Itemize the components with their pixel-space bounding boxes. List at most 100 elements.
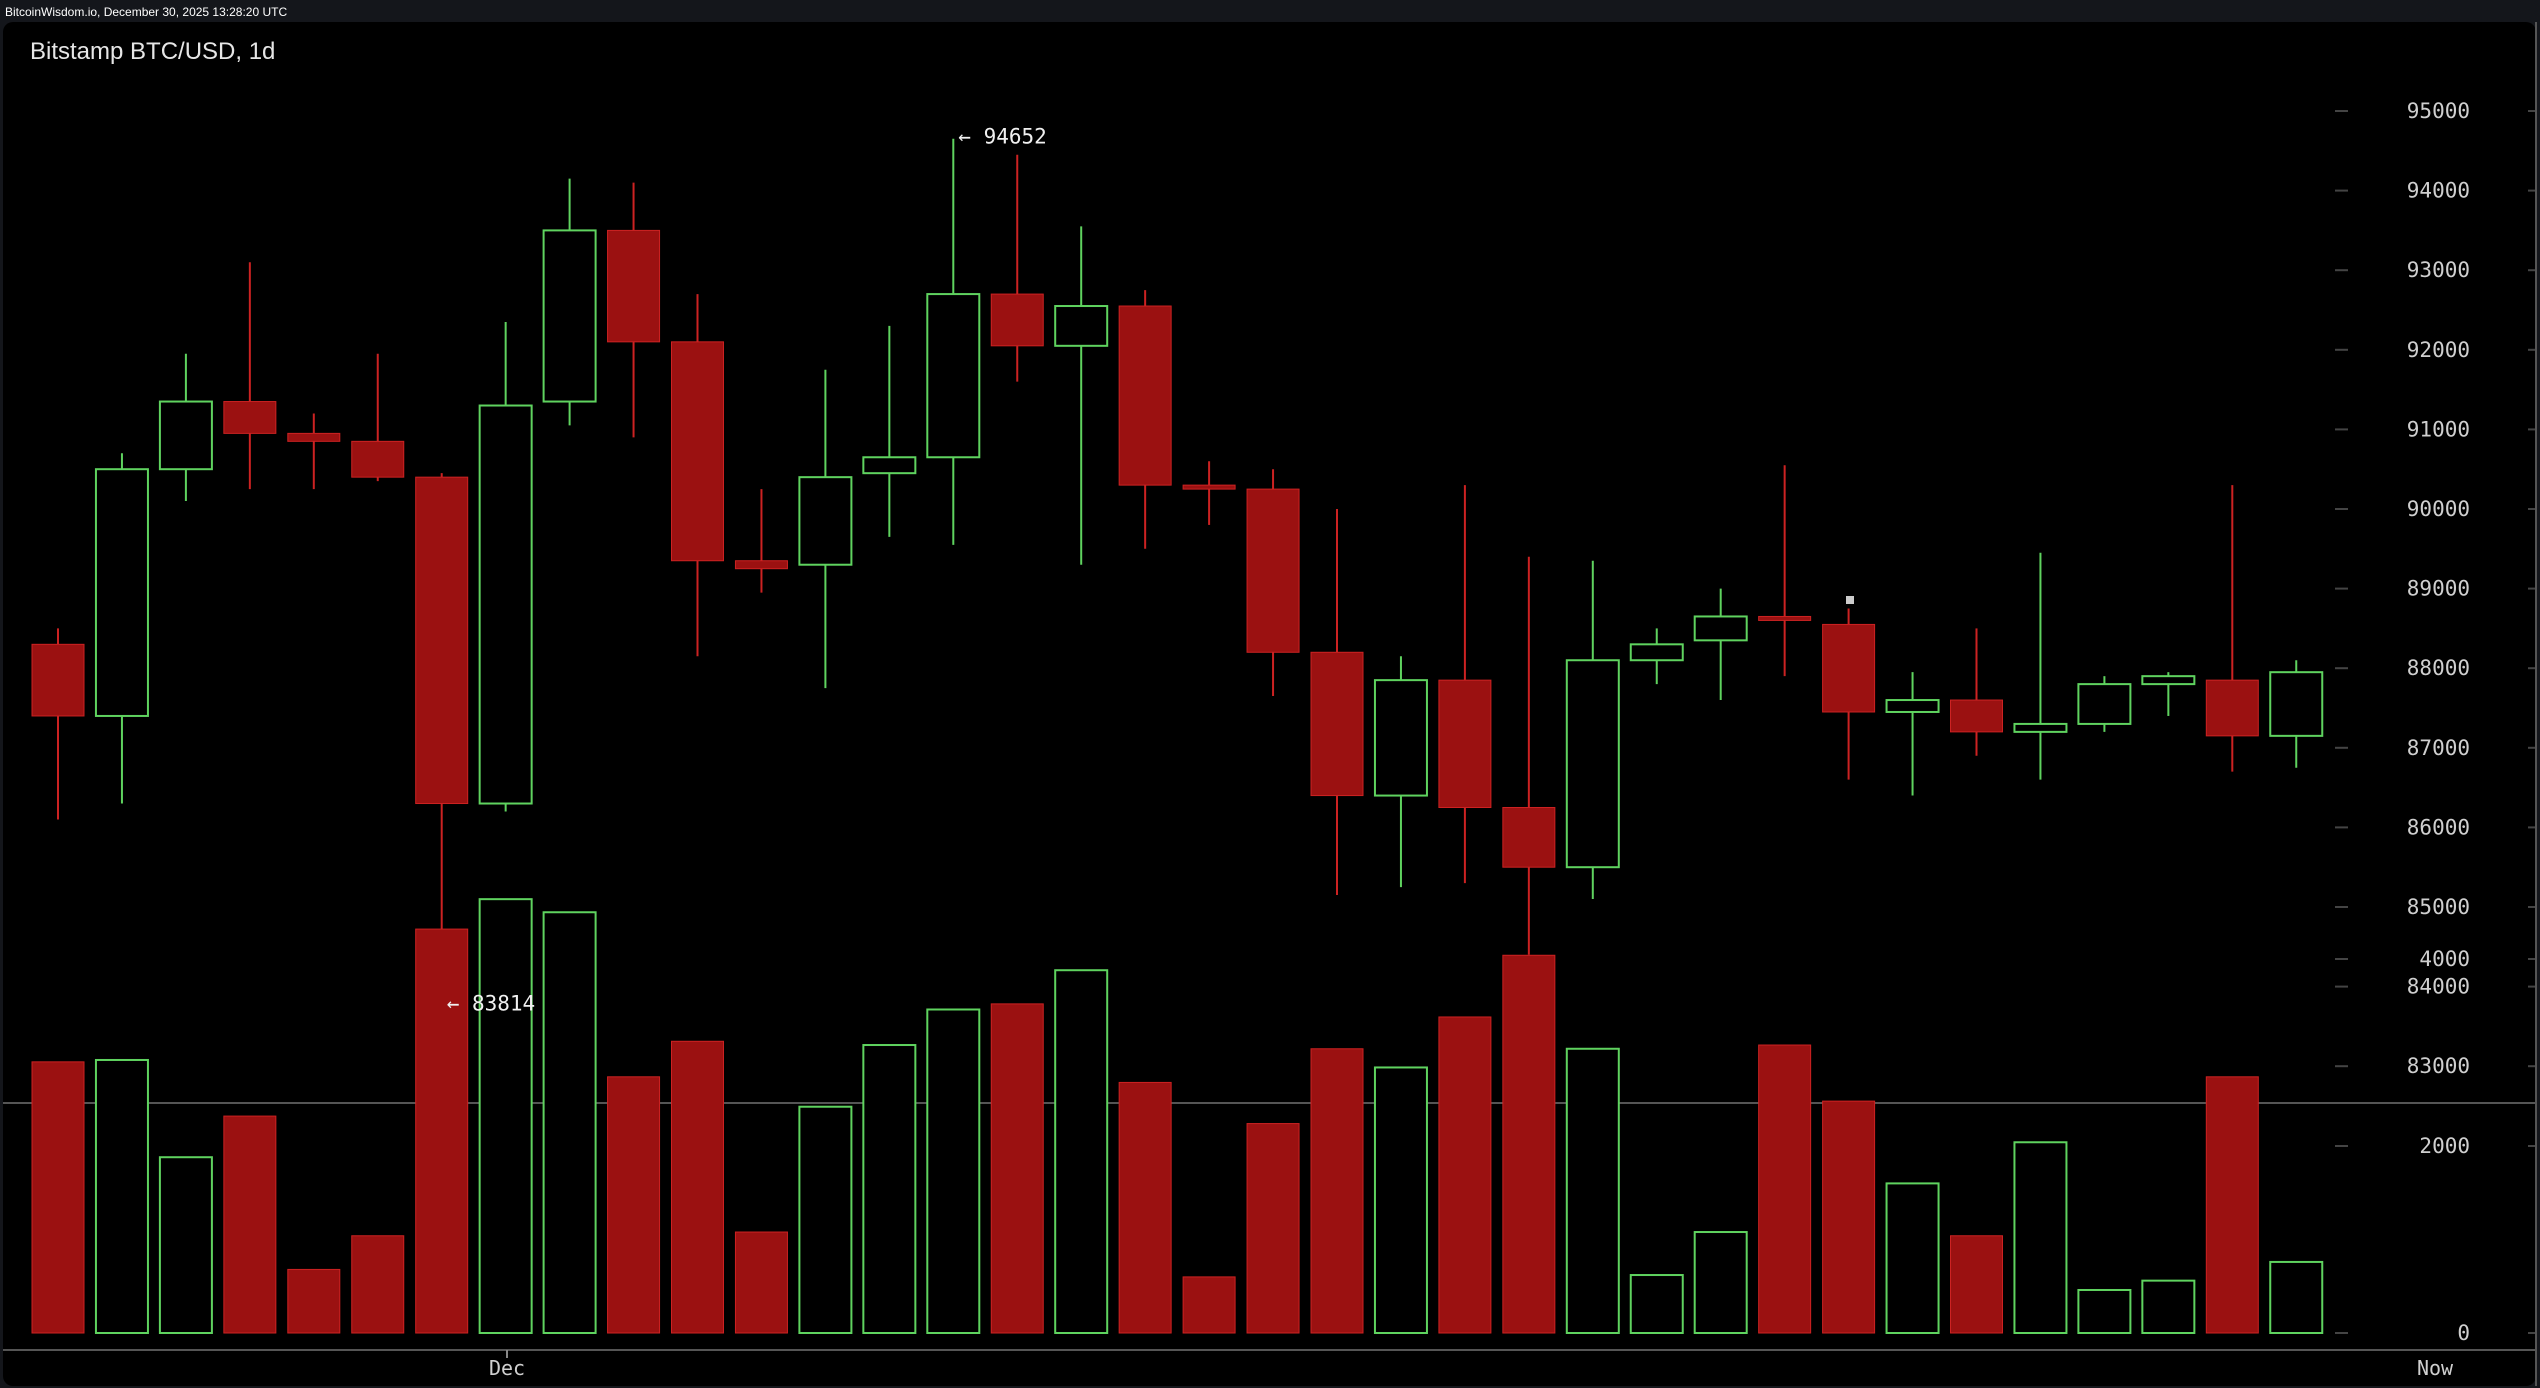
- volume-bar-down: [351, 1235, 405, 1334]
- volume-bar-down: [1246, 1123, 1300, 1334]
- candle: [1693, 588, 1748, 701]
- high-annotation: ← 94652: [958, 125, 1047, 149]
- candle: [1950, 628, 2003, 756]
- candle: [2077, 676, 2132, 732]
- price-tick-label: 88000: [2407, 656, 2470, 680]
- candle-body-down: [1822, 623, 1876, 713]
- volume-bar-down: [990, 1003, 1044, 1334]
- price-tick-label: 89000: [2407, 577, 2470, 601]
- candle: [1885, 672, 1940, 796]
- volume-bar-down: [1310, 1048, 1364, 1334]
- candle-body-down: [671, 341, 724, 562]
- volume-bar-up: [1693, 1231, 1748, 1335]
- volume-bar-down: [1502, 954, 1556, 1334]
- volume-bar-down: [607, 1076, 661, 1334]
- price-tick-label: 87000: [2407, 736, 2470, 760]
- price-tick-label: 93000: [2407, 258, 2470, 282]
- volume-bar-up: [158, 1156, 213, 1334]
- volume-bar-up: [1565, 1047, 1620, 1334]
- candle-body-up: [94, 468, 149, 717]
- cursor-marker: [1846, 596, 1854, 604]
- candle: [1310, 509, 1364, 896]
- candle: [2269, 660, 2324, 768]
- candle: [158, 353, 213, 502]
- candle-body-up: [478, 404, 533, 805]
- price-tick-label: 86000: [2407, 815, 2470, 839]
- price-tick-label: 94000: [2407, 179, 2470, 203]
- price-axis-labels: 95000 94000 93000 92000 91000 90000 89000 88000…: [2407, 99, 2470, 1078]
- volume-bar-up: [478, 898, 533, 1334]
- candle: [1373, 656, 1428, 888]
- candle-body-down: [1438, 679, 1492, 809]
- candle: [1246, 469, 1300, 697]
- candle-body-down: [1182, 484, 1236, 490]
- candle-body-down: [607, 229, 661, 343]
- price-tick-label: 84000: [2407, 975, 2470, 999]
- candle: [862, 325, 917, 537]
- candle-body-down: [1758, 615, 1812, 621]
- candle: [1565, 560, 1620, 900]
- y-grid-ticks: [2335, 110, 2536, 1334]
- candle-body-up: [1054, 305, 1109, 347]
- candle-body-down: [2205, 679, 2259, 737]
- volume-bar-up: [1629, 1274, 1684, 1335]
- volume-bar-up: [798, 1105, 853, 1334]
- top-info-bar: BitcoinWisdom.io, December 30, 2025 13:2…: [0, 0, 2540, 22]
- candle-body-down: [31, 643, 85, 717]
- volume-bar-down: [671, 1040, 724, 1334]
- volume-bar-down: [1950, 1235, 2003, 1334]
- candle: [1629, 628, 1684, 685]
- price-tick-label: 85000: [2407, 895, 2470, 919]
- volume-bar-down: [2205, 1076, 2259, 1334]
- volume-bar-up: [862, 1044, 917, 1335]
- candle: [1502, 556, 1556, 955]
- volume-bar-up: [542, 911, 597, 1334]
- candle: [1182, 461, 1236, 525]
- candle: [2205, 485, 2259, 772]
- x-label-now: Now: [2417, 1356, 2454, 1380]
- source-timestamp: BitcoinWisdom.io, December 30, 2025 13:2…: [5, 5, 288, 19]
- candle: [351, 353, 405, 482]
- candle: [990, 154, 1044, 382]
- candle-body-up: [1629, 643, 1684, 662]
- price-tick-label: 90000: [2407, 497, 2470, 521]
- candle-body-down: [734, 560, 788, 570]
- candle: [798, 369, 853, 689]
- volume-bar-up: [1885, 1182, 1940, 1335]
- candle-body-up: [862, 456, 917, 475]
- volume-bar-down: [1118, 1081, 1172, 1334]
- x-label-dec: Dec: [489, 1356, 525, 1380]
- volume-bar-up: [926, 1008, 981, 1334]
- price-tick-label: 95000: [2407, 99, 2470, 123]
- candle-body-up: [926, 293, 981, 459]
- candle-body-up: [2141, 675, 2196, 686]
- candle-body-down: [1950, 699, 2003, 733]
- low-annotation: ← 83814: [447, 991, 536, 1015]
- candle-body-up: [2269, 671, 2324, 737]
- candle-body-down: [415, 476, 469, 805]
- volume-tick-label: 0: [2457, 1321, 2470, 1345]
- candle: [926, 138, 981, 545]
- candle-body-up: [1373, 679, 1428, 797]
- candle: [478, 321, 533, 812]
- candle: [734, 489, 788, 593]
- volume-bar-down: [1758, 1044, 1812, 1334]
- candle-body-down: [287, 432, 341, 442]
- candles: [31, 138, 2324, 1002]
- candle: [94, 453, 149, 804]
- candle: [542, 178, 597, 426]
- candle: [607, 182, 661, 438]
- candle: [31, 628, 85, 820]
- candle-body-down: [1310, 651, 1364, 797]
- volume-tick-label: 4000: [2419, 947, 2470, 971]
- volume-bar-down: [31, 1061, 85, 1334]
- volume-bar-down: [734, 1231, 788, 1334]
- candle-body-down: [1246, 488, 1300, 653]
- volume-axis-labels: 4000 2000 0: [2419, 947, 2470, 1345]
- volume-bar-down: [1182, 1276, 1236, 1334]
- candle-body-up: [1693, 615, 1748, 642]
- candle-body-down: [351, 440, 405, 478]
- volume-bar-up: [94, 1058, 149, 1334]
- volume-bar-up: [1054, 969, 1109, 1334]
